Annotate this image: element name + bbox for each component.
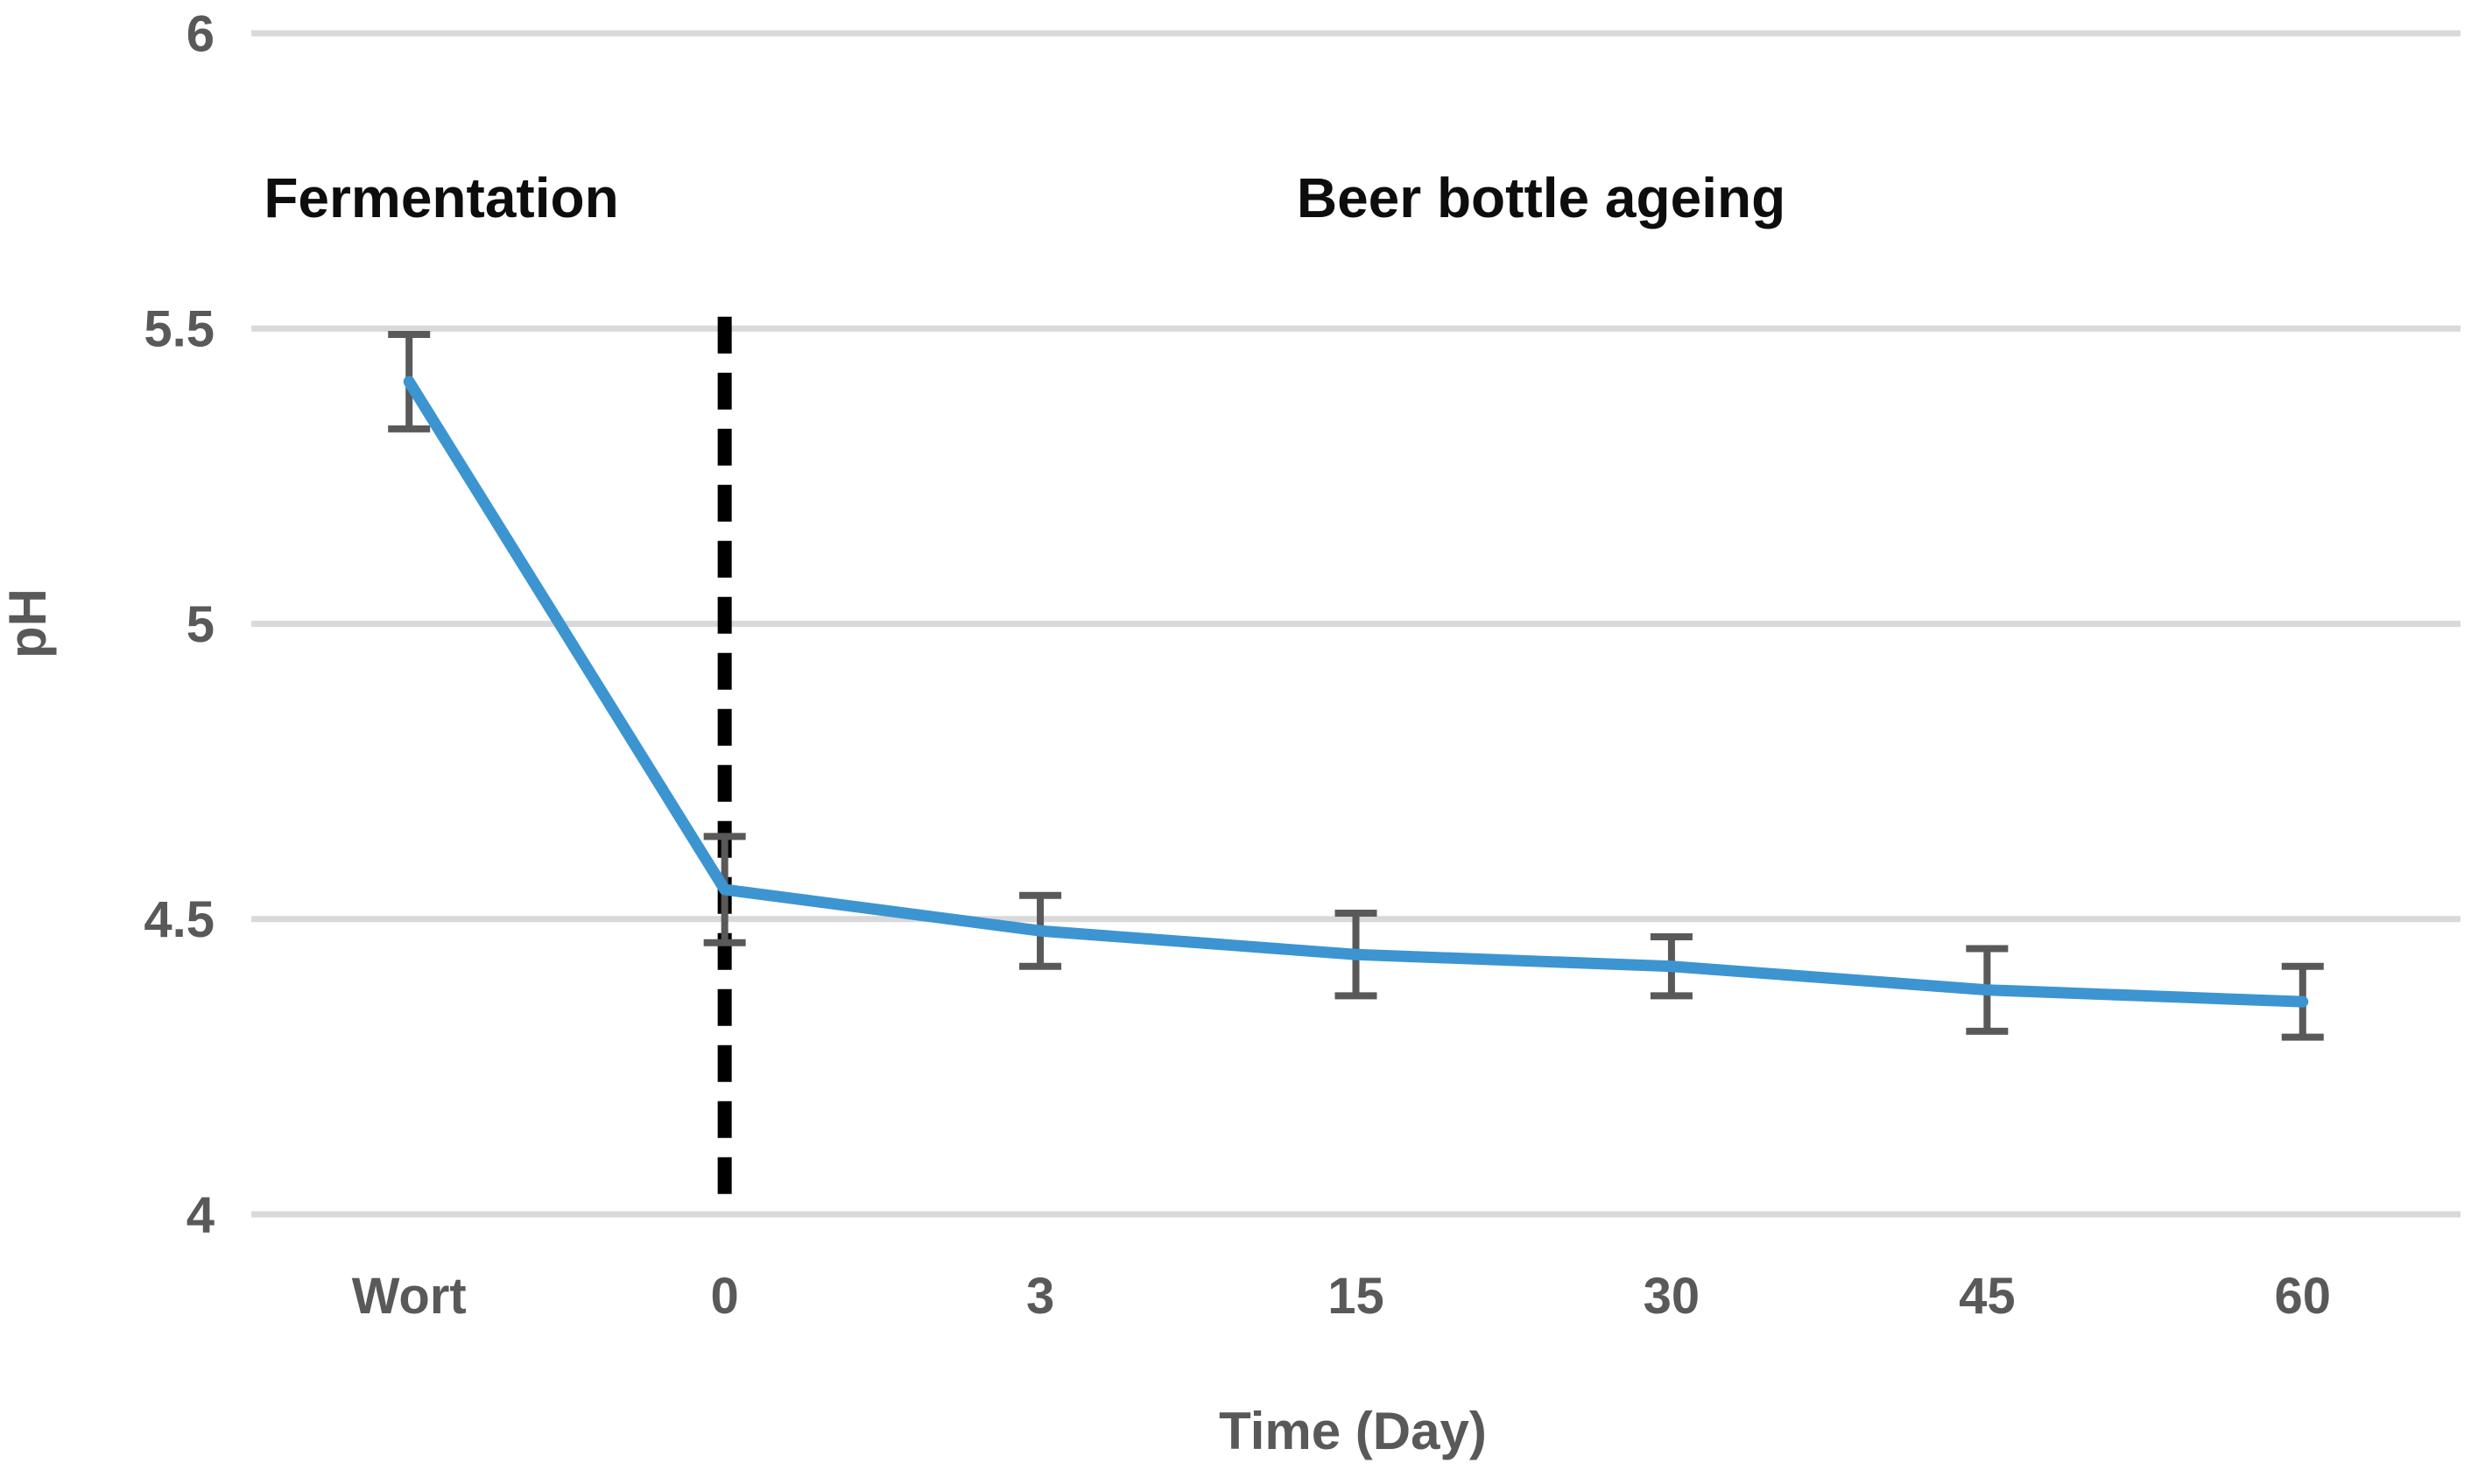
error-bars: [388, 330, 2324, 1041]
x-axis-title: Time (Day): [1219, 1402, 1487, 1460]
x-tick-label: 15: [1327, 1268, 1384, 1325]
x-tick-label: 45: [1959, 1268, 2016, 1325]
x-tick-label: Wort: [352, 1268, 467, 1325]
y-tick-label: 6: [187, 5, 215, 62]
x-tick-label: 30: [1644, 1268, 1700, 1325]
y-tick-label: 5.5: [144, 301, 215, 358]
phase-label-fermentation: Fermentation: [264, 166, 618, 229]
y-axis-title: pH: [0, 588, 57, 658]
phase-label-beer-bottle-ageing: Beer bottle ageing: [1297, 166, 1785, 229]
gridlines: [251, 30, 2460, 1218]
x-tick-labels: Wort 0 3 15 30 45 60: [352, 1268, 2331, 1325]
y-tick-label: 4: [187, 1186, 215, 1243]
y-tick-label: 5: [187, 596, 215, 653]
ph-series-line: [403, 376, 2309, 1008]
y-tick-label: 4.5: [144, 891, 215, 948]
x-tick-label: 3: [1026, 1268, 1054, 1325]
x-tick-label: 60: [2275, 1268, 2332, 1325]
y-tick-labels: 4 4.5 5 5.5 6: [144, 5, 215, 1243]
x-tick-label: 0: [711, 1268, 739, 1325]
